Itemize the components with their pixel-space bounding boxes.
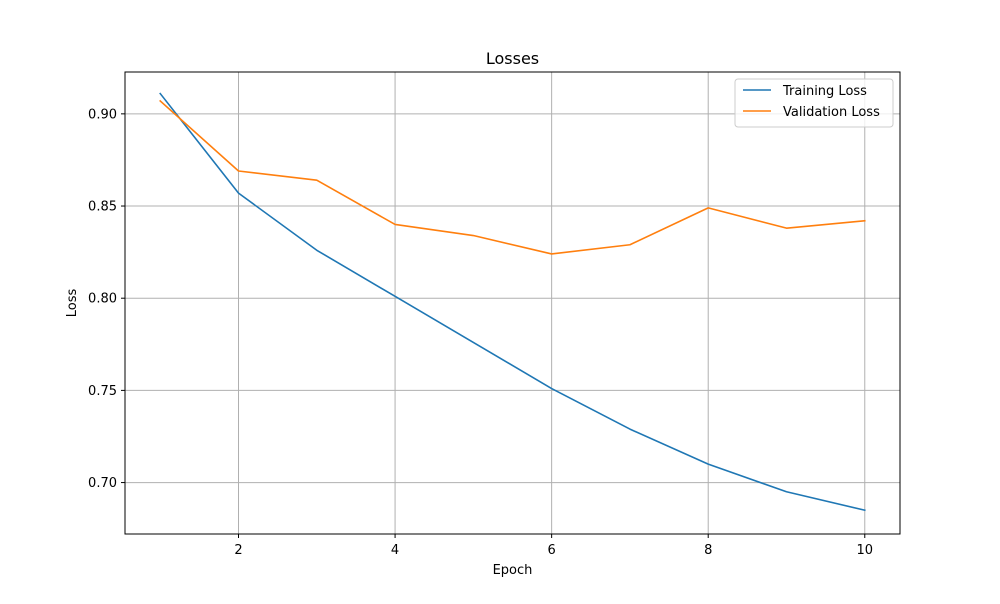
legend-box [734,78,894,128]
x-tick-label: 8 [704,543,712,558]
ticks: 2 4 6 8 10 0.70 0.75 0.80 0.85 0.90 [88,107,873,558]
axes-frame [124,71,901,535]
y-tick-label: 0.70 [88,476,117,491]
training-loss-line [159,92,866,512]
legend: Training Loss Validation Loss [734,78,894,128]
y-tick-label: 0.90 [88,107,117,122]
y-axis-label: Loss [65,289,80,318]
legend-label-training: Training Loss [782,84,867,99]
chart-title: Losses [486,49,539,68]
series-lines [159,92,866,512]
legend-label-validation: Validation Loss [783,105,880,120]
grid [125,72,900,534]
x-tick-label: 2 [234,543,242,558]
y-tick-label: 0.80 [88,292,117,307]
y-tick-label: 0.85 [88,200,117,215]
y-tick-label: 0.75 [88,384,117,399]
x-tick-label: 6 [548,543,556,558]
x-tick-label: 10 [856,543,873,558]
x-axis-label: Epoch [493,563,533,578]
x-tick-label: 4 [391,543,399,558]
validation-loss-line [159,99,866,255]
